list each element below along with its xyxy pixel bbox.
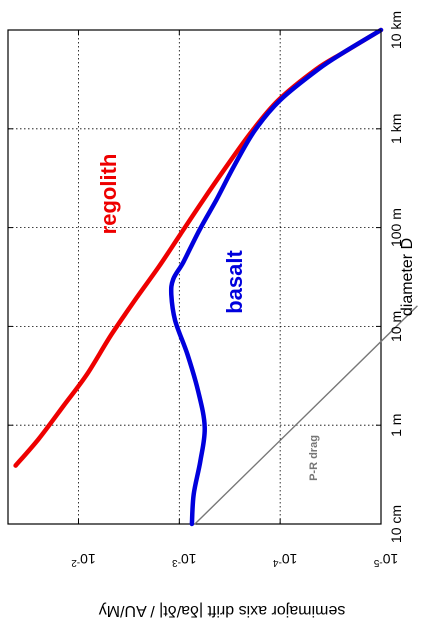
y-axis-label: semimajor axis drift |δa/δt| / AU/My (99, 602, 346, 619)
x-tick-label: 1 km (388, 114, 404, 144)
plot-frame (7, 29, 382, 525)
pr-drag-line (194, 305, 418, 525)
grid-lines (8, 30, 381, 524)
x-axis-tick-labels: 10 cm 1 m 10 m 100 m 1 km 10 km (388, 11, 404, 543)
x-tick-label: 10 cm (388, 505, 404, 543)
basalt-curve (168, 27, 384, 527)
x-axis-label: diameter D (399, 238, 416, 316)
y-tick-label: 10-2 (71, 551, 96, 568)
pr-drag-label: P-R drag (308, 435, 320, 481)
x-tick-label: 10 m (388, 311, 404, 342)
x-tick-label: 10 km (388, 11, 404, 49)
x-axis-label-main: diameter D (399, 238, 416, 316)
y-tick-label: 10-5 (373, 551, 398, 568)
x-tick-label: 100 m (388, 208, 404, 247)
x-tick-label: 1 m (388, 414, 404, 437)
series-lines (13, 27, 418, 527)
y-tick-label: 10-4 (272, 551, 297, 568)
y-axis-tick-labels: 10-2 10-3 10-4 10-5 (71, 551, 398, 568)
axis-ticks (8, 29, 382, 525)
y-tick-label: 10-3 (172, 551, 197, 568)
regolith-label: regolith (96, 154, 121, 235)
basalt-label: basalt (222, 250, 247, 314)
